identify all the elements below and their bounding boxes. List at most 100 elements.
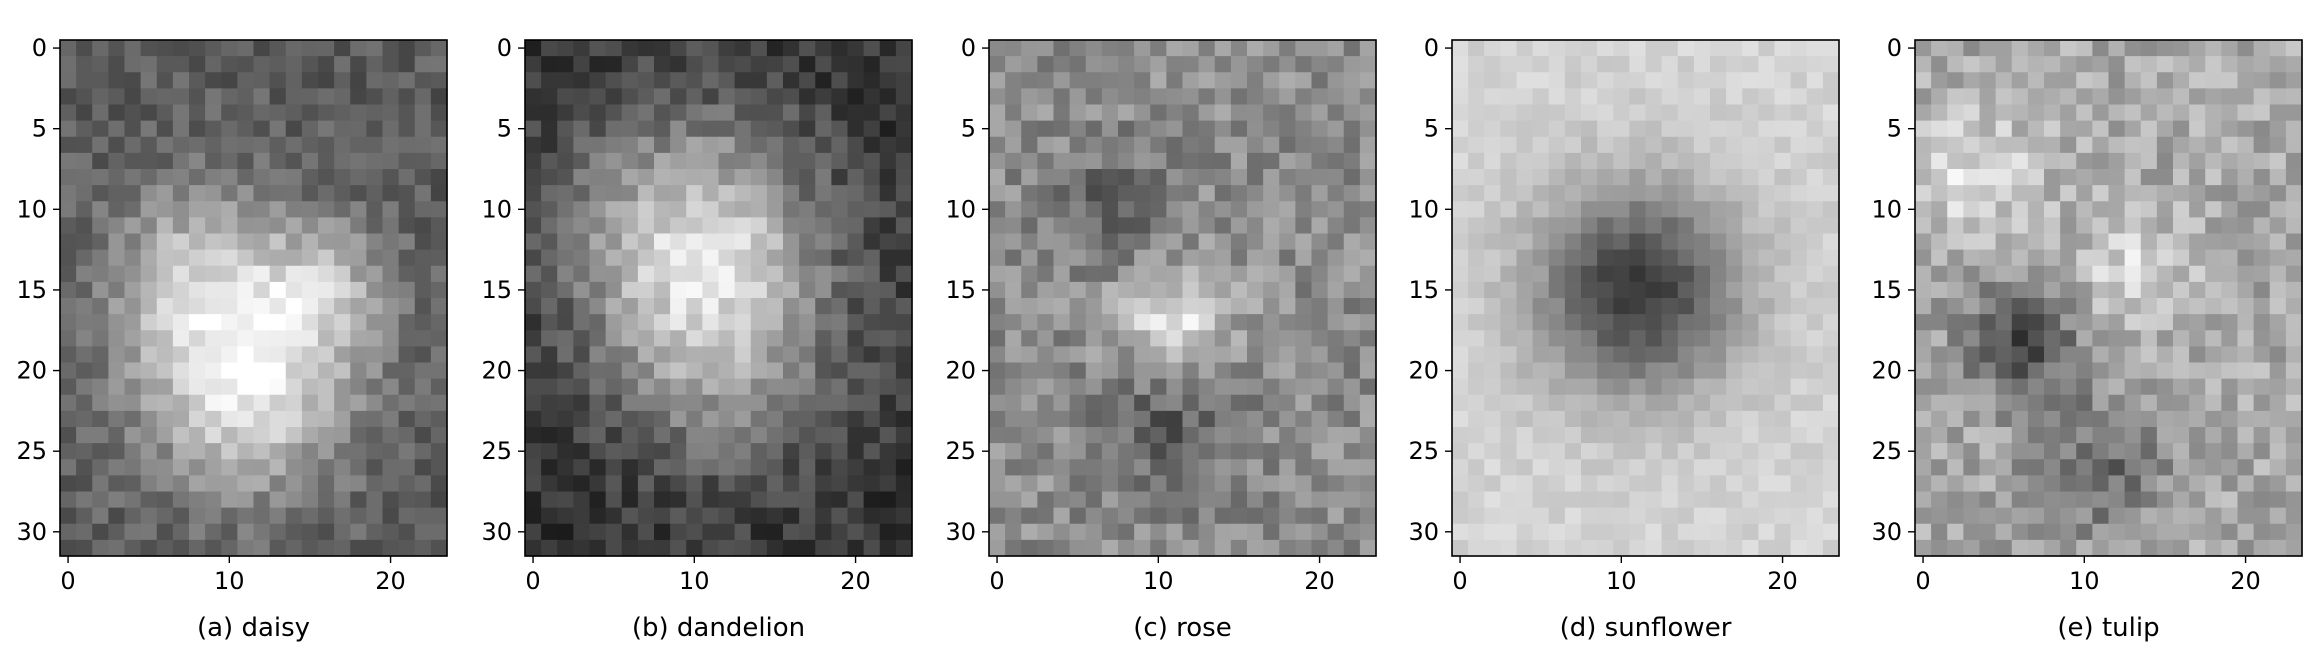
heatmap-cell: [1979, 120, 1997, 138]
heatmap-cell: [318, 491, 335, 509]
heatmap-cell: [2076, 249, 2093, 267]
heatmap-cell: [1564, 233, 1582, 251]
heatmap-cell: [2011, 249, 2029, 267]
heatmap-cell: [334, 475, 351, 493]
heatmap-cell: [1931, 152, 1948, 170]
heatmap-cell: [1613, 72, 1630, 89]
heatmap-cell: [1198, 281, 1216, 299]
heatmap-cell: [1247, 539, 1264, 557]
heatmap-cell: [1214, 523, 1232, 541]
heatmap-cell: [1710, 249, 1727, 267]
heatmap-cell: [1564, 120, 1582, 138]
heatmap-cell: [2189, 491, 2206, 509]
heatmap-cell: [1359, 362, 1377, 380]
heatmap-cell: [1263, 378, 1280, 396]
heatmap-cell: [124, 330, 142, 347]
heatmap-cell: [1069, 459, 1087, 476]
heatmap-cell: [2221, 265, 2239, 283]
heatmap-cell: [1198, 249, 1216, 267]
heatmap-cell: [1629, 56, 1647, 73]
heatmap-cell: [1742, 201, 1759, 218]
heatmap-cell: [1279, 40, 1296, 57]
heatmap-cell: [382, 443, 400, 460]
heatmap-cell: [1021, 217, 1038, 235]
heatmap-cell: [2027, 249, 2045, 267]
heatmap-cell: [670, 314, 687, 331]
heatmap-cell: [1500, 362, 1518, 380]
heatmap-cell: [156, 281, 174, 299]
heatmap-cell: [557, 523, 574, 541]
heatmap-cell: [1979, 217, 1997, 235]
heatmap-cell: [525, 40, 542, 57]
heatmap-cell: [108, 281, 126, 299]
heatmap-cell: [1069, 249, 1087, 267]
heatmap-cell: [2092, 539, 2110, 557]
heatmap-cell: [1931, 459, 1948, 476]
heatmap-cell: [750, 330, 768, 347]
heatmap-cell: [1726, 394, 1743, 412]
heatmap-cell: [366, 233, 384, 251]
heatmap-cell: [1214, 88, 1232, 106]
heatmap-cell: [1742, 40, 1759, 57]
heatmap-cell: [253, 72, 271, 89]
heatmap-cell: [1661, 120, 1679, 138]
heatmap-cell: [76, 346, 93, 364]
heatmap-cell: [2140, 475, 2158, 493]
heatmap-cell: [2092, 120, 2110, 138]
heatmap-cell: [2205, 362, 2222, 380]
heatmap-cell: [1069, 104, 1087, 122]
heatmap-cell: [895, 346, 913, 364]
heatmap-cell: [1516, 330, 1534, 347]
heatmap-cell: [1101, 507, 1119, 525]
heatmap-cell: [124, 217, 142, 235]
heatmap-cell: [60, 298, 77, 315]
heatmap-cell: [670, 40, 687, 57]
heatmap-cell: [301, 491, 319, 509]
heatmap-cell: [654, 281, 671, 299]
heatmap-cell: [1931, 88, 1948, 106]
heatmap-cell: [815, 88, 832, 106]
heatmap-cell: [525, 410, 542, 428]
heatmap-cell: [318, 281, 335, 299]
y-tick-label: 15: [945, 276, 976, 304]
heatmap-cell: [799, 169, 816, 186]
heatmap-cell: [221, 394, 238, 412]
heatmap-cell: [702, 346, 720, 364]
heatmap-cell: [1693, 201, 1711, 218]
heatmap-cell: [1597, 443, 1614, 460]
heatmap-cell: [589, 507, 607, 525]
heatmap-cell: [2060, 475, 2077, 493]
heatmap-cell: [718, 523, 736, 541]
heatmap-cell: [2237, 217, 2255, 235]
heatmap-cell: [799, 56, 816, 73]
heatmap-cell: [1548, 362, 1566, 380]
heatmap-cell: [1806, 427, 1824, 444]
heatmap-cell: [2092, 394, 2110, 412]
heatmap-cell: [350, 201, 367, 218]
heatmap-cell: [750, 394, 768, 412]
heatmap-cell: [108, 314, 126, 331]
heatmap-cell: [989, 152, 1006, 170]
heatmap-cell: [1581, 298, 1598, 315]
heatmap-cell: [1597, 281, 1614, 299]
heatmap-cell: [1359, 40, 1377, 57]
heatmap-cell: [2108, 201, 2126, 218]
heatmap-cell: [1069, 330, 1087, 347]
heatmap-cell: [1790, 443, 1808, 460]
heatmap-cell: [1327, 152, 1345, 170]
heatmap-cell: [1295, 378, 1313, 396]
heatmap-cell: [1661, 346, 1679, 364]
heatmap-cell: [1581, 378, 1598, 396]
heatmap-cell: [1693, 330, 1711, 347]
heatmap-cell: [2011, 539, 2029, 557]
heatmap-cell: [1758, 507, 1776, 525]
heatmap-cell: [1230, 475, 1248, 493]
heatmap-cell: [847, 265, 865, 283]
heatmap-cell: [205, 265, 222, 283]
y-tick-label: 0: [1887, 34, 1902, 62]
heatmap-cell: [1468, 265, 1485, 283]
heatmap-cell: [1311, 330, 1329, 347]
heatmap-cell: [1359, 443, 1377, 460]
heatmap-cell: [621, 72, 639, 89]
heatmap-cell: [156, 443, 174, 460]
